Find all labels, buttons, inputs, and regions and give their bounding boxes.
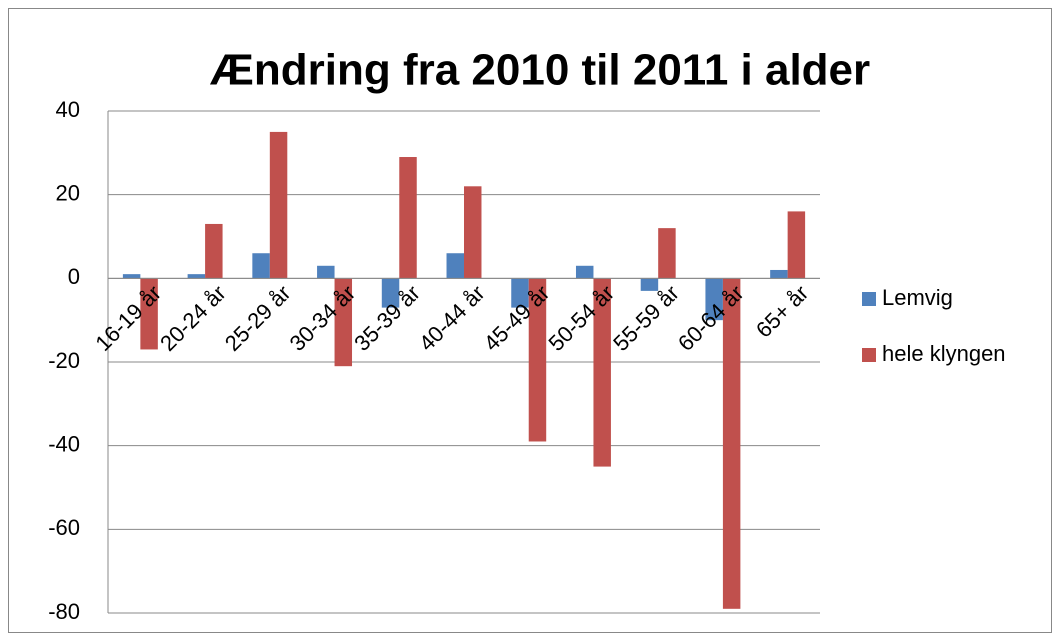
bar <box>640 278 659 291</box>
y-tick-label: -80 <box>48 599 80 624</box>
y-tick-label: -40 <box>48 431 80 456</box>
y-tick-label: 0 <box>68 264 80 289</box>
bar <box>658 228 676 279</box>
bar <box>140 278 158 350</box>
legend-swatch <box>862 292 876 306</box>
y-tick-label: -20 <box>48 348 80 373</box>
legend-label: hele klyngen <box>882 341 1006 366</box>
y-tick-label: 20 <box>56 180 80 205</box>
bar <box>511 278 529 308</box>
bar <box>770 269 788 279</box>
bar <box>705 278 723 321</box>
bar <box>122 274 141 279</box>
bar <box>593 278 611 467</box>
legend-swatch <box>862 348 876 362</box>
bar <box>381 278 400 308</box>
bar <box>575 265 594 279</box>
chart-title: Ændring fra 2010 til 2011 i alder <box>210 46 870 95</box>
bar <box>399 157 417 279</box>
y-tick-label: -60 <box>48 515 80 540</box>
bar <box>528 278 547 442</box>
bar <box>269 131 288 279</box>
legend-label: Lemvig <box>882 285 953 310</box>
bar <box>317 265 335 279</box>
bar <box>187 274 206 279</box>
bar <box>464 186 482 279</box>
bar <box>252 253 270 279</box>
y-tick-label: 40 <box>56 97 80 122</box>
bar <box>334 278 353 367</box>
bar <box>787 211 806 279</box>
bar <box>722 278 741 609</box>
bar <box>205 223 223 279</box>
bar <box>446 253 464 279</box>
